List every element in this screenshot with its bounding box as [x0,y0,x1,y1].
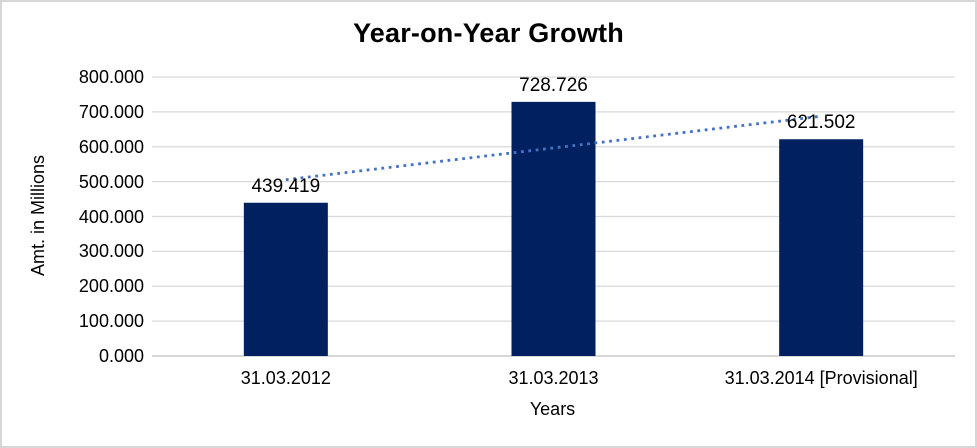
y-tick-label: 700.000 [78,101,144,122]
chart-title: Year-on-Year Growth [353,18,624,48]
x-axis-title: Years [529,399,576,419]
bar-data-label: 439.419 [251,175,321,197]
y-tick-label: 800.000 [78,67,144,87]
x-tick-label: 31.03.2013 [508,368,599,388]
y-tick-label: 200.000 [78,276,144,297]
y-tick-label: 0.000 [98,346,144,366]
x-tick-label: 31.03.2014 [Provisional] [724,368,918,388]
bar-data-label: 621.502 [786,112,856,134]
bar-data-label: 728.726 [519,74,588,96]
trendline [285,114,822,182]
y-tick-label: 300.000 [78,241,144,262]
y-tick-label: 500.000 [78,171,144,192]
y-tick-label: 400.000 [78,206,144,227]
x-tick-label: 31.03.2012 [240,368,331,388]
y-tick-label: 100.000 [78,311,144,332]
y-tick-label: 600.000 [78,136,144,157]
